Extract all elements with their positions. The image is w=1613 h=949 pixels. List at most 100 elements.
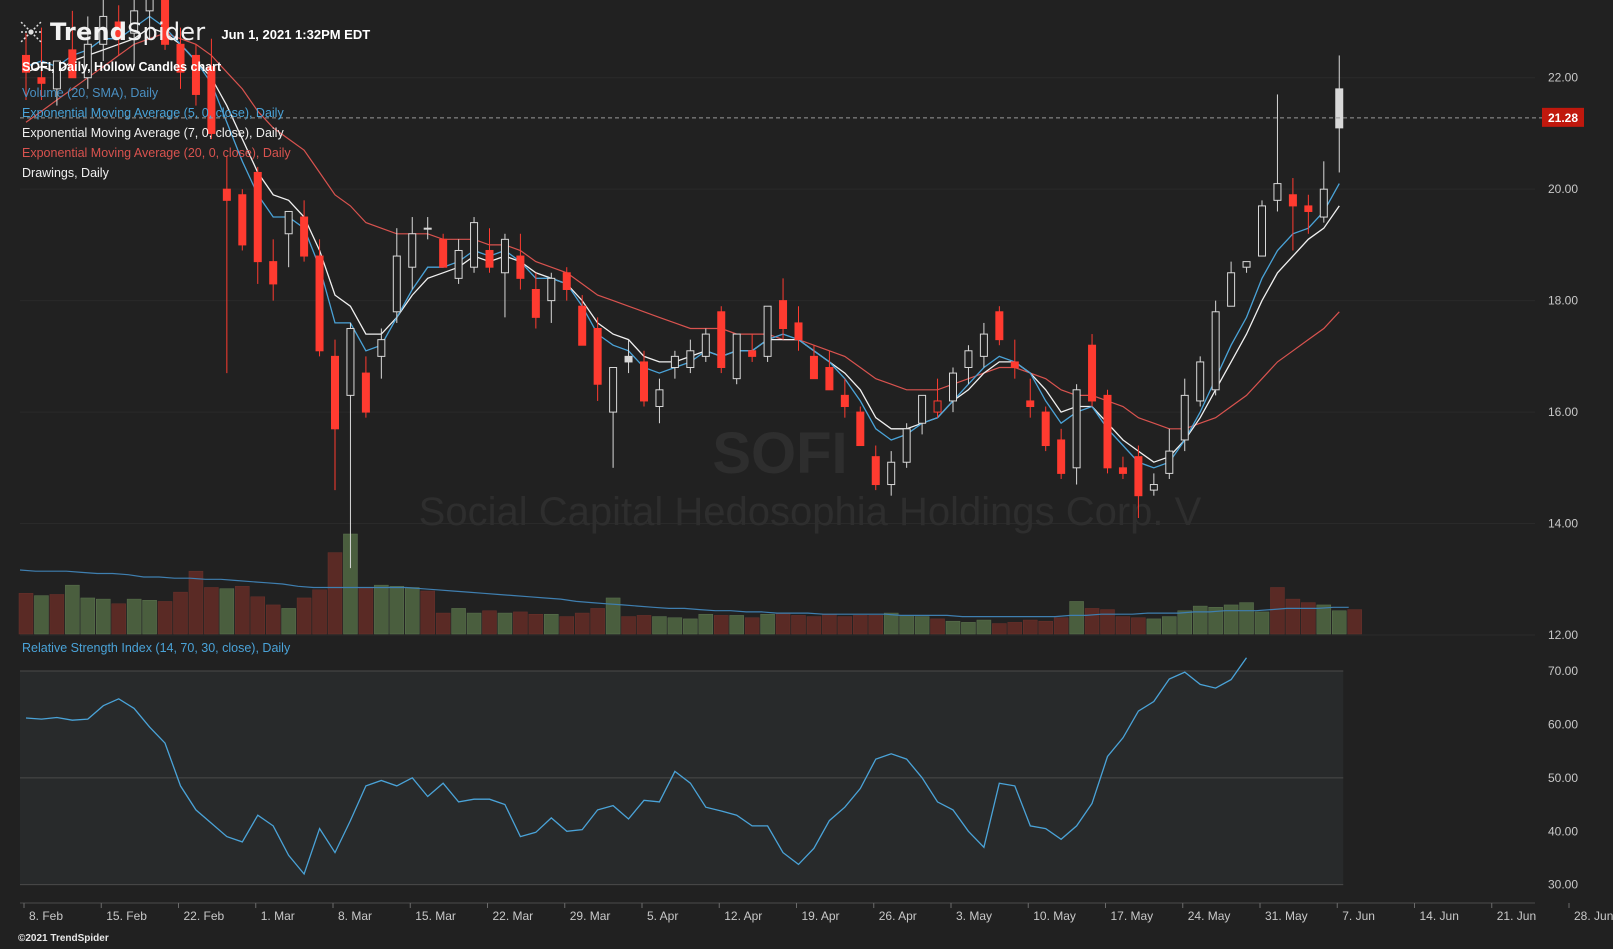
candle[interactable] — [732, 333, 741, 385]
candle[interactable] — [748, 334, 757, 362]
candle[interactable] — [22, 33, 30, 101]
candle[interactable] — [114, 5, 123, 56]
candle[interactable] — [840, 378, 849, 418]
candle[interactable] — [1010, 339, 1019, 379]
candle[interactable] — [300, 200, 309, 262]
candle[interactable] — [547, 272, 556, 323]
candle[interactable] — [99, 0, 108, 62]
candle[interactable] — [887, 451, 896, 496]
candle[interactable] — [979, 322, 988, 368]
legend-volume-sma[interactable]: Volume (20, SMA), Daily — [22, 86, 159, 100]
candle[interactable] — [609, 367, 618, 468]
candle[interactable] — [346, 322, 355, 569]
candle[interactable] — [238, 189, 247, 251]
candle[interactable] — [1196, 356, 1205, 407]
candle[interactable] — [1227, 261, 1236, 307]
candle[interactable] — [207, 38, 216, 140]
legend-ema-20[interactable]: Exponential Moving Average (20, 0, close… — [22, 146, 291, 160]
candle[interactable] — [531, 272, 540, 329]
candle[interactable] — [1165, 428, 1174, 479]
candle[interactable] — [686, 339, 695, 374]
candle[interactable] — [1180, 378, 1189, 452]
legend-ema-5[interactable]: Exponential Moving Average (5, 0, close)… — [22, 106, 284, 120]
candle[interactable] — [37, 27, 46, 101]
candle[interactable] — [454, 239, 463, 284]
candle-body — [1026, 400, 1035, 408]
candle[interactable] — [624, 339, 633, 374]
candle[interactable] — [640, 350, 648, 407]
candle[interactable] — [562, 267, 571, 301]
legend-drawings[interactable]: Drawings, Daily — [22, 166, 109, 180]
candle[interactable] — [1258, 200, 1266, 257]
candle[interactable] — [269, 239, 278, 301]
candle[interactable] — [284, 210, 293, 268]
candle[interactable] — [485, 228, 494, 273]
candle[interactable] — [1211, 300, 1220, 396]
candles[interactable] — [22, 0, 1344, 569]
candle[interactable] — [83, 16, 92, 89]
volume-bar — [853, 615, 868, 635]
candle[interactable] — [1319, 161, 1328, 223]
candle[interactable] — [423, 217, 432, 240]
candle[interactable] — [1335, 55, 1344, 173]
candle[interactable] — [222, 155, 231, 374]
candle[interactable] — [809, 345, 818, 380]
legend-rsi[interactable]: Relative Strength Index (14, 70, 30, clo… — [22, 641, 291, 655]
candle[interactable] — [191, 44, 200, 106]
candle[interactable] — [331, 339, 339, 491]
candle[interactable] — [1149, 473, 1158, 496]
candle[interactable] — [1288, 178, 1297, 251]
candle[interactable] — [871, 445, 880, 491]
candle[interactable] — [1304, 194, 1313, 234]
volume-bar — [945, 620, 961, 635]
timestamp: Jun 1, 2021 1:32PM EDT — [221, 26, 371, 42]
candle[interactable] — [377, 328, 386, 379]
candle[interactable] — [130, 0, 139, 67]
candle[interactable] — [392, 228, 401, 323]
candle[interactable] — [578, 295, 587, 346]
candle[interactable] — [1118, 456, 1127, 479]
candle[interactable] — [500, 233, 509, 318]
candle[interactable] — [68, 10, 77, 79]
candle[interactable] — [794, 306, 803, 351]
candle[interactable] — [1242, 261, 1251, 273]
candle[interactable] — [176, 27, 185, 89]
candle[interactable] — [763, 305, 772, 362]
candle[interactable] — [933, 378, 942, 418]
candle[interactable] — [1103, 389, 1112, 474]
candle[interactable] — [856, 406, 865, 447]
candle[interactable] — [470, 217, 479, 273]
candle[interactable] — [717, 306, 726, 374]
candle[interactable] — [253, 166, 262, 284]
candle[interactable] — [670, 350, 679, 379]
candle[interactable] — [701, 328, 710, 362]
volume-bar — [714, 615, 729, 635]
legend-ema-7[interactable]: Exponential Moving Average (7, 0, close)… — [22, 126, 284, 140]
candle[interactable] — [439, 233, 448, 268]
candle[interactable] — [593, 317, 602, 401]
candle-body — [1196, 361, 1205, 402]
candle[interactable] — [361, 356, 370, 418]
candle[interactable] — [1057, 428, 1066, 479]
candle[interactable] — [408, 217, 417, 290]
candle[interactable] — [1072, 384, 1081, 485]
candle[interactable] — [918, 394, 927, 435]
candle[interactable] — [1041, 406, 1050, 452]
candle[interactable] — [949, 367, 957, 413]
candle[interactable] — [825, 350, 834, 391]
candle[interactable] — [995, 306, 1004, 346]
candle[interactable] — [1026, 378, 1035, 418]
candle[interactable] — [516, 233, 525, 290]
candle[interactable] — [902, 423, 911, 468]
candle[interactable] — [145, 0, 154, 39]
candle[interactable] — [1134, 445, 1143, 518]
candle[interactable] — [1088, 334, 1097, 407]
candle[interactable] — [161, 0, 170, 50]
candle-body — [1041, 411, 1050, 447]
candle[interactable] — [779, 278, 788, 340]
candle[interactable] — [1273, 94, 1282, 212]
candle[interactable] — [964, 345, 973, 385]
candle[interactable] — [315, 239, 324, 357]
candle[interactable] — [655, 378, 664, 424]
candle[interactable] — [52, 60, 61, 106]
